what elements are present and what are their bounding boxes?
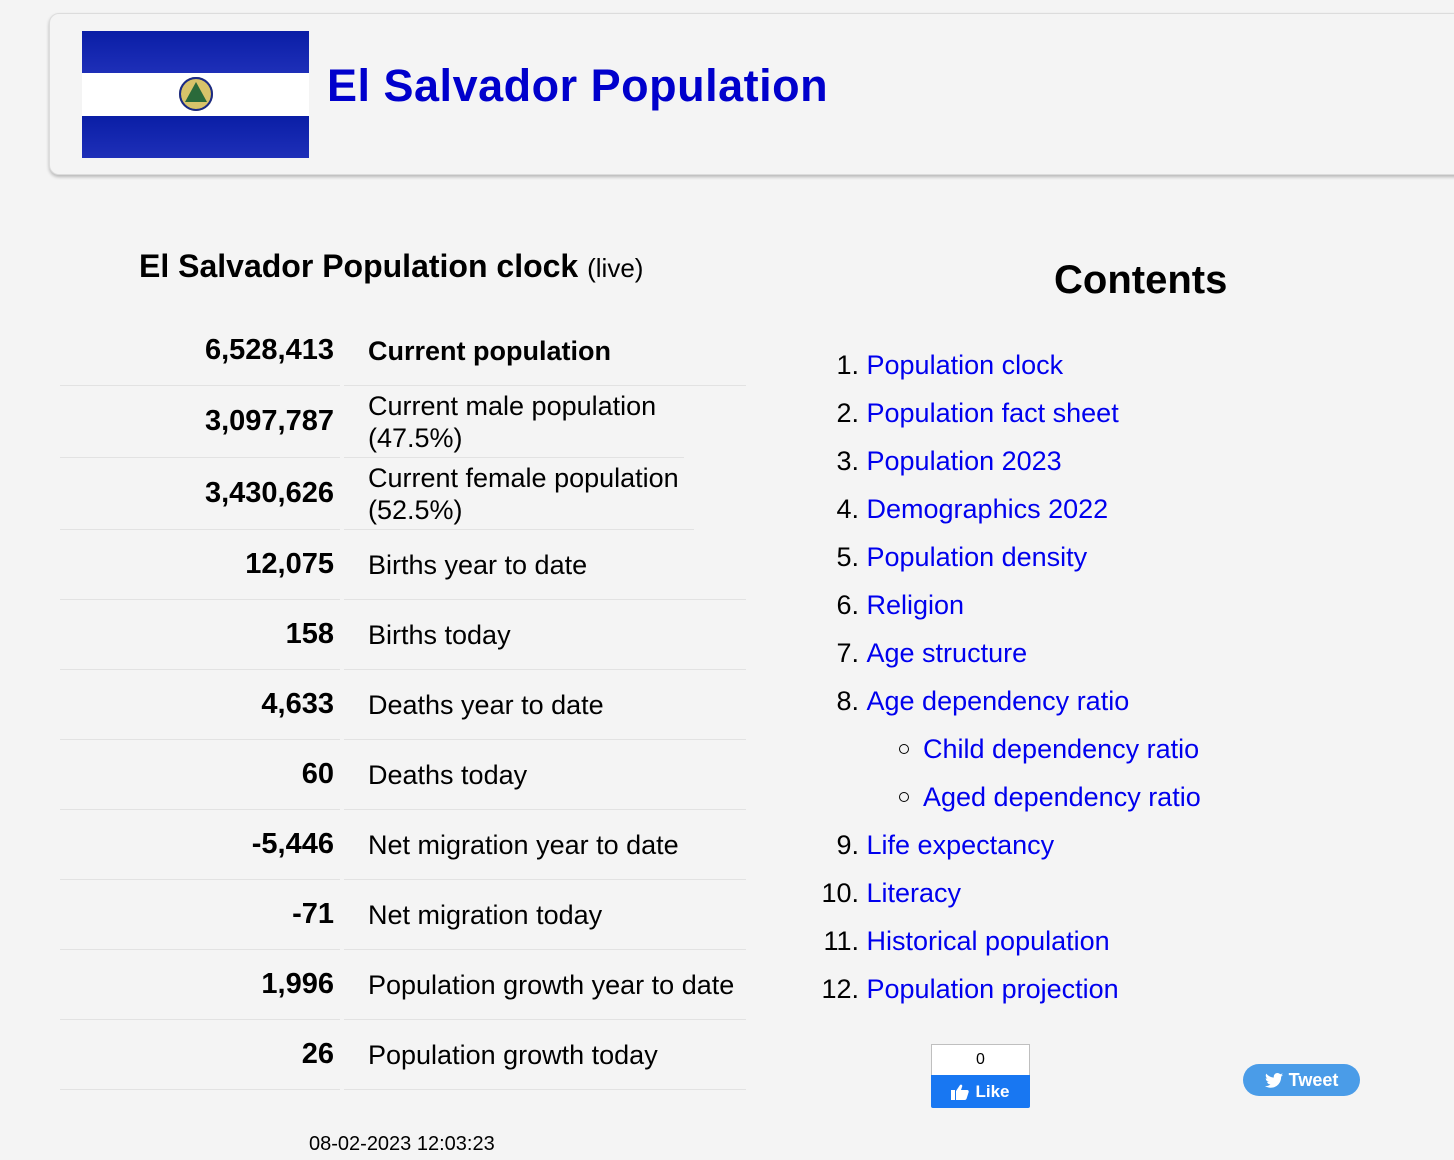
toc-link-population-clock[interactable]: Population clock [866,349,1064,380]
stat-row-current-population: 6,528,413 Current population [60,316,746,386]
toc-number: 4. [836,493,859,524]
population-clock-title: El Salvador Population clock (live) [139,248,643,285]
toc-number: 7. [836,637,859,668]
toc-link-literacy[interactable]: Literacy [866,877,962,908]
toc-item: 6. Religion [810,581,1310,629]
el-salvador-flag-image [82,31,309,158]
facebook-like-widget: 0 Like [931,1044,1030,1108]
stat-value: 3,097,787 [60,386,340,458]
stat-label: Births today [344,600,746,670]
circle-bullet-icon [899,792,909,802]
toc-number: 2. [836,397,859,428]
stat-value: -71 [60,880,340,950]
stat-label: Current female population (52.5%) [344,458,694,530]
toc-number: 8. [836,685,859,716]
toc-number: 9. [836,829,859,860]
stat-row-deaths-today: 60 Deaths today [60,740,746,810]
toc-item: 11. Historical population [810,917,1310,965]
tweet-label: Tweet [1288,1069,1339,1090]
site-title[interactable]: El Salvador Population [327,60,829,111]
toc-link-demographics-2022[interactable]: Demographics 2022 [866,493,1109,524]
toc-link-population-2023[interactable]: Population 2023 [866,445,1062,476]
toc-link-life-expectancy[interactable]: Life expectancy [866,829,1055,860]
stat-value: -5,446 [60,810,340,880]
toc-item: 7. Age structure [810,629,1310,677]
toc-number: 6. [836,589,859,620]
coat-of-arms-icon [178,77,213,112]
toc-link-population-fact-sheet[interactable]: Population fact sheet [866,397,1119,428]
stat-label: Net migration today [344,880,746,950]
stat-value: 1,996 [60,950,340,1020]
toc-item: 4. Demographics 2022 [810,485,1310,533]
toc-sub-item: Aged dependency ratio [810,773,1310,821]
toc-number: 10. [821,877,859,908]
like-label: Like [975,1081,1010,1101]
toc-item: 8. Age dependency ratio [810,677,1310,725]
toc-number: 1. [836,349,859,380]
stat-value: 60 [60,740,340,810]
circle-bullet-icon [899,744,909,754]
toc-number: 12. [821,973,859,1004]
toc-link-child-dependency-ratio[interactable]: Child dependency ratio [923,733,1200,764]
site-header: El Salvador Population [49,13,1454,175]
toc-item: 5. Population density [810,533,1310,581]
like-button[interactable]: Like [931,1075,1030,1108]
stat-value: 12,075 [60,530,340,600]
table-of-contents: 1. Population clock 2. Population fact s… [810,341,1310,1013]
stat-row-deaths-ytd: 4,633 Deaths year to date [60,670,746,740]
toc-item: 10. Literacy [810,869,1310,917]
toc-link-religion[interactable]: Religion [866,589,965,620]
population-clock-table: 6,528,413 Current population 3,097,787 C… [60,316,746,1090]
tweet-button[interactable]: Tweet [1243,1064,1360,1096]
toc-item: 12. Population projection [810,965,1310,1013]
toc-link-age-dependency-ratio[interactable]: Age dependency ratio [866,685,1130,716]
twitter-bird-icon [1264,1072,1283,1088]
toc-item: 9. Life expectancy [810,821,1310,869]
stat-row-growth-ytd: 1,996 Population growth year to date [60,950,746,1020]
toc-link-historical-population[interactable]: Historical population [866,925,1110,956]
toc-number: 3. [836,445,859,476]
stat-row-births-ytd: 12,075 Births year to date [60,530,746,600]
stat-label: Population growth today [344,1020,746,1090]
toc-item: 2. Population fact sheet [810,389,1310,437]
stat-value: 6,528,413 [60,316,340,386]
stat-row-net-migration-ytd: -5,446 Net migration year to date [60,810,746,880]
toc-item: 3. Population 2023 [810,437,1310,485]
like-count: 0 [931,1044,1030,1075]
stat-value: 4,633 [60,670,340,740]
thumbs-up-icon [951,1084,970,1100]
stat-label: Current male population (47.5%) [344,386,684,458]
toc-link-population-projection[interactable]: Population projection [866,973,1119,1004]
stat-label: Population growth year to date [344,950,746,1020]
stat-row-births-today: 158 Births today [60,600,746,670]
stat-value: 26 [60,1020,340,1090]
stat-row-female-population: 3,430,626 Current female population (52.… [60,458,746,530]
stat-row-male-population: 3,097,787 Current male population (47.5%… [60,386,746,458]
stat-label: Net migration year to date [344,810,746,880]
stat-row-net-migration-today: -71 Net migration today [60,880,746,950]
toc-item: 1. Population clock [810,341,1310,389]
stat-label: Deaths year to date [344,670,746,740]
toc-link-population-density[interactable]: Population density [866,541,1088,572]
toc-sub-item: Child dependency ratio [810,725,1310,773]
contents-title: Contents [1054,258,1228,302]
stat-label: Current population [344,316,746,386]
toc-number: 5. [836,541,859,572]
stat-value: 3,430,626 [60,458,340,530]
clock-timestamp: 08-02-2023 12:03:23 [309,1133,495,1155]
toc-link-aged-dependency-ratio[interactable]: Aged dependency ratio [923,781,1201,812]
stat-value: 158 [60,600,340,670]
clock-title-text: El Salvador Population clock [139,248,579,284]
stat-label: Births year to date [344,530,746,600]
live-indicator: (live) [587,253,644,283]
stat-row-growth-today: 26 Population growth today [60,1020,746,1090]
toc-number: 11. [823,925,859,956]
toc-link-age-structure[interactable]: Age structure [866,637,1028,668]
stat-label: Deaths today [344,740,746,810]
